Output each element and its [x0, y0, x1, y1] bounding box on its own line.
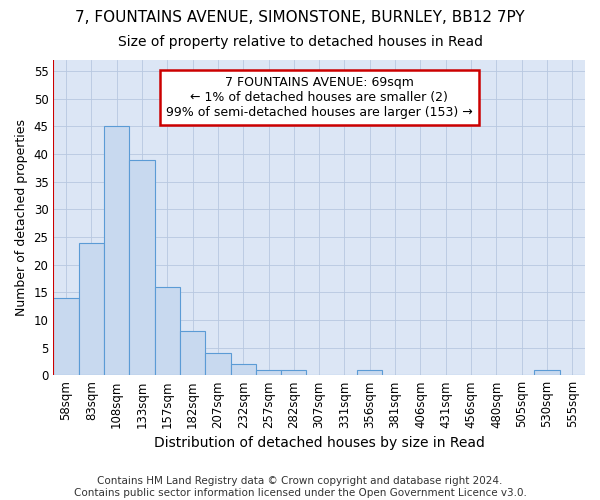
- Bar: [155, 287, 180, 376]
- Bar: [256, 370, 281, 376]
- Bar: [281, 370, 307, 376]
- Bar: [180, 331, 205, 376]
- Bar: [129, 160, 155, 376]
- Bar: [230, 364, 256, 376]
- Text: 7 FOUNTAINS AVENUE: 69sqm
← 1% of detached houses are smaller (2)
99% of semi-de: 7 FOUNTAINS AVENUE: 69sqm ← 1% of detach…: [166, 76, 473, 119]
- Bar: [535, 370, 560, 376]
- Text: 7, FOUNTAINS AVENUE, SIMONSTONE, BURNLEY, BB12 7PY: 7, FOUNTAINS AVENUE, SIMONSTONE, BURNLEY…: [75, 10, 525, 25]
- Bar: [79, 242, 104, 376]
- Bar: [53, 298, 79, 376]
- Text: Size of property relative to detached houses in Read: Size of property relative to detached ho…: [118, 35, 482, 49]
- Bar: [205, 353, 230, 376]
- Text: Contains HM Land Registry data © Crown copyright and database right 2024.
Contai: Contains HM Land Registry data © Crown c…: [74, 476, 526, 498]
- Y-axis label: Number of detached properties: Number of detached properties: [15, 119, 28, 316]
- Bar: [357, 370, 382, 376]
- Bar: [104, 126, 129, 376]
- X-axis label: Distribution of detached houses by size in Read: Distribution of detached houses by size …: [154, 436, 485, 450]
